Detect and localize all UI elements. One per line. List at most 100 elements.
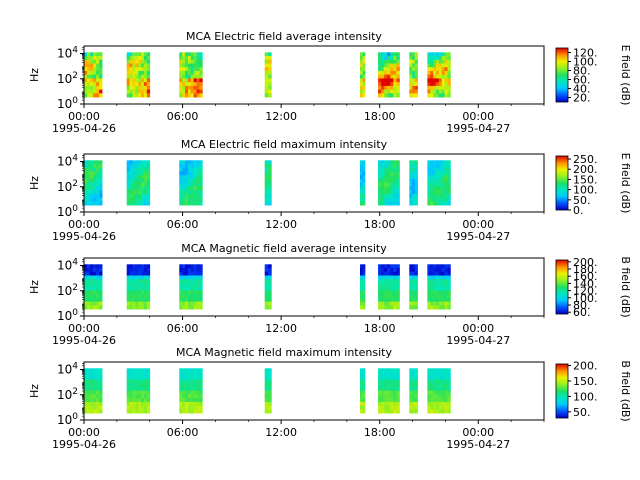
heat-cell — [182, 271, 186, 276]
heat-cell — [362, 383, 366, 388]
heat-cell — [360, 52, 363, 57]
heat-cell — [84, 193, 88, 199]
heat-cell — [143, 372, 148, 377]
heat-cell — [387, 268, 391, 273]
heat-cell — [87, 52, 91, 57]
heat-cell — [409, 271, 413, 276]
heat-cell — [84, 264, 88, 269]
heat-cell — [396, 401, 400, 407]
heat-cell — [414, 175, 418, 180]
heat-cell — [362, 56, 366, 61]
heat-cell — [387, 78, 391, 83]
heat-cell — [264, 386, 269, 392]
heat-cell — [441, 286, 445, 291]
heat-cell — [187, 290, 192, 295]
heat-cell — [360, 275, 363, 280]
heat-cell — [362, 294, 366, 299]
heat-cell — [182, 398, 186, 403]
heat-cell — [268, 383, 272, 388]
heat-cell — [182, 82, 186, 87]
heat-cell — [182, 182, 186, 187]
colorbar-tick-label: 160. — [573, 270, 598, 283]
heat-cell — [384, 294, 388, 299]
colorbar-tick-label: 40. — [573, 83, 591, 96]
heat-cell — [196, 294, 200, 299]
heat-cell — [441, 275, 445, 280]
heat-cell — [268, 171, 272, 176]
heat-cell — [381, 190, 385, 195]
heat-cell — [196, 160, 200, 165]
heat-cell — [387, 167, 391, 172]
heat-cell — [441, 390, 445, 395]
heat-cell — [390, 409, 394, 414]
heat-cell — [87, 74, 91, 79]
data-block — [360, 368, 366, 414]
heat-cell — [84, 93, 88, 98]
heat-cell — [360, 398, 363, 403]
heat-cell — [396, 375, 400, 380]
heat-cell — [141, 398, 145, 403]
heat-cell — [138, 193, 142, 199]
heat-cell — [90, 175, 94, 180]
heat-cell — [87, 390, 91, 395]
heat-cell — [409, 290, 413, 295]
heat-cell — [409, 78, 413, 83]
heat-cell — [199, 294, 203, 299]
heat-cell — [129, 297, 133, 303]
heat-cell — [444, 167, 448, 172]
heat-cell — [143, 59, 148, 64]
heat-cell — [412, 282, 416, 288]
heat-cell — [438, 282, 443, 288]
heat-cell — [433, 264, 437, 269]
heat-cell — [390, 190, 394, 195]
heat-cell — [396, 379, 400, 384]
heat-cell — [179, 372, 183, 377]
heat-cell — [435, 63, 440, 68]
heat-cell — [93, 67, 97, 72]
heat-cell — [87, 186, 91, 191]
heat-cell — [427, 160, 431, 165]
heat-cell — [146, 201, 151, 206]
heat-cell — [99, 74, 103, 79]
heat-cell — [143, 52, 148, 57]
heat-cell — [196, 386, 200, 392]
heat-cell — [427, 268, 431, 273]
heat-cell — [143, 78, 148, 83]
heat-cell — [126, 78, 130, 83]
heat-cell — [441, 368, 445, 373]
heat-cell — [199, 282, 203, 288]
heat-cell — [87, 167, 91, 172]
heat-cell — [193, 282, 197, 288]
heat-cell — [378, 85, 382, 91]
heat-cell — [384, 171, 388, 176]
heat-cell — [132, 167, 136, 172]
heat-cell — [138, 82, 142, 87]
heat-cell — [193, 375, 197, 380]
heat-cell — [447, 59, 451, 64]
heat-cell — [196, 282, 200, 288]
heat-cell — [378, 178, 382, 184]
heat-cell — [360, 383, 363, 388]
heat-cell — [384, 197, 388, 202]
heat-cell — [182, 368, 186, 373]
heat-cell — [87, 78, 91, 83]
heat-cell — [393, 70, 397, 76]
heat-cell — [187, 264, 192, 269]
heat-cell — [390, 175, 394, 180]
heat-cell — [135, 78, 139, 83]
heat-cell — [87, 67, 91, 72]
heat-cell — [87, 368, 91, 373]
heat-cell — [96, 383, 100, 388]
heat-cell — [138, 70, 142, 76]
heat-cell — [409, 175, 413, 180]
heat-cell — [409, 375, 413, 380]
heat-cell — [378, 271, 382, 276]
heat-cell — [362, 409, 366, 414]
heat-cell — [381, 264, 385, 269]
heat-cell — [433, 305, 437, 310]
heat-cell — [187, 197, 192, 202]
colorbar-tick-label: 140. — [573, 277, 598, 290]
heat-cell — [378, 56, 382, 61]
colorbar-tick-label: 180. — [573, 263, 598, 276]
heat-cell — [409, 282, 413, 288]
